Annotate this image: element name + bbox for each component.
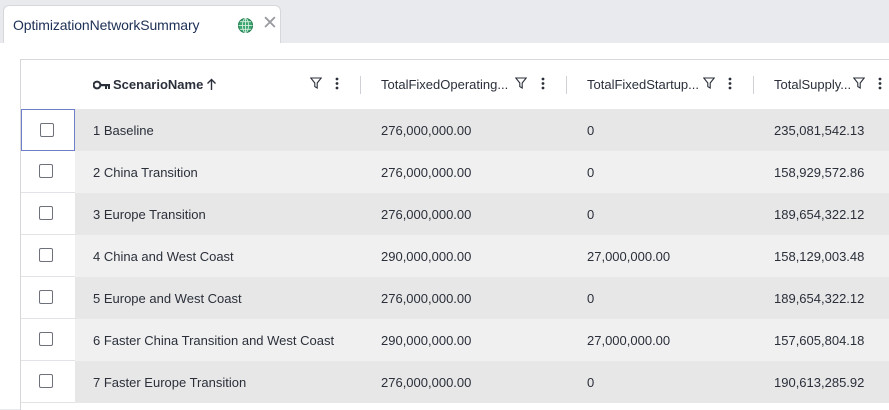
row-selector[interactable] (21, 193, 75, 235)
row-selector[interactable] (21, 109, 75, 151)
table-row[interactable]: 4 China and West Coast 290,000,000.00 27… (21, 235, 889, 277)
column-separator[interactable] (360, 76, 361, 94)
column-label-total-supply: TotalSupply... (774, 77, 852, 92)
column-header-total-fixed-startup[interactable]: TotalFixedStartup... (567, 60, 754, 109)
column-header-total-supply[interactable]: TotalSupply... (754, 60, 889, 109)
row-checkbox[interactable] (39, 290, 53, 304)
cell-total-fixed-startup: 0 (587, 123, 595, 138)
grid-header: ScenarioName TotalFixedOperating... (21, 60, 889, 110)
cell-total-supply: 189,654,322.12 (774, 291, 865, 306)
row-checkbox[interactable] (40, 123, 54, 137)
table-row[interactable]: 5 Europe and West Coast 276,000,000.00 0… (21, 277, 889, 319)
grid-footer-space (21, 403, 889, 410)
tab-bar: OptimizationNetworkSummary ✕ (0, 0, 889, 43)
filter-icon[interactable] (853, 77, 865, 89)
cell-scenario-name: 7 Faster Europe Transition (93, 375, 247, 390)
row-selector[interactable] (21, 361, 75, 403)
cell-scenario-name: 6 Faster China Transition and West Coast (93, 333, 335, 348)
data-grid: ScenarioName TotalFixedOperating... (20, 59, 889, 410)
column-menu-icon[interactable] (878, 77, 882, 90)
cell-scenario-name: 4 China and West Coast (93, 249, 234, 264)
column-label-scenario-name: ScenarioName (113, 77, 204, 92)
cell-scenario-name: 3 Europe Transition (93, 207, 206, 222)
tab-optimization-network-summary[interactable]: OptimizationNetworkSummary ✕ (3, 5, 281, 43)
tab-title: OptimizationNetworkSummary (13, 17, 200, 33)
cell-scenario-name: 5 Europe and West Coast (93, 291, 242, 306)
column-label-total-fixed-operating: TotalFixedOperating... (381, 77, 509, 92)
cell-total-fixed-operating: 290,000,000.00 (381, 249, 472, 264)
row-selector[interactable] (21, 319, 75, 361)
column-separator[interactable] (566, 76, 567, 94)
cell-total-supply: 235,081,542.13 (774, 123, 865, 138)
row-checkbox[interactable] (39, 374, 53, 388)
row-selector[interactable] (21, 151, 75, 193)
cell-scenario-name: 2 China Transition (93, 165, 198, 180)
key-icon (93, 80, 110, 90)
row-checkbox[interactable] (39, 164, 53, 178)
cell-total-fixed-operating: 276,000,000.00 (381, 291, 472, 306)
cell-total-supply: 158,929,572.86 (774, 165, 865, 180)
cell-total-fixed-operating: 276,000,000.00 (381, 207, 472, 222)
cell-total-fixed-operating: 276,000,000.00 (381, 165, 472, 180)
column-menu-icon[interactable] (541, 77, 545, 90)
cell-total-supply: 158,129,003.48 (774, 249, 865, 264)
cell-total-supply: 190,613,285.92 (774, 375, 865, 390)
table-row[interactable]: 1 Baseline 276,000,000.00 0 235,081,542.… (21, 109, 889, 151)
filter-icon[interactable] (703, 77, 715, 89)
column-menu-icon[interactable] (728, 77, 732, 90)
table-row[interactable]: 3 Europe Transition 276,000,000.00 0 189… (21, 193, 889, 235)
column-header-total-fixed-operating[interactable]: TotalFixedOperating... (361, 60, 567, 109)
table-row[interactable]: 7 Faster Europe Transition 276,000,000.0… (21, 361, 889, 403)
globe-icon (237, 17, 254, 34)
row-selector[interactable] (21, 235, 75, 277)
row-checkbox[interactable] (39, 206, 53, 220)
table-row[interactable]: 2 China Transition 276,000,000.00 0 158,… (21, 151, 889, 193)
cell-total-supply: 157,605,804.18 (774, 333, 865, 348)
filter-icon[interactable] (310, 77, 322, 89)
cell-scenario-name: 1 Baseline (93, 123, 154, 138)
cell-total-fixed-startup: 0 (587, 165, 595, 180)
cell-total-fixed-startup: 0 (587, 375, 595, 390)
cell-total-fixed-operating: 276,000,000.00 (381, 123, 472, 138)
cell-total-fixed-startup: 27,000,000.00 (587, 333, 671, 348)
row-checkbox[interactable] (39, 332, 53, 346)
sort-ascending-icon[interactable] (206, 78, 217, 91)
row-checkbox[interactable] (39, 248, 53, 262)
content-area: ScenarioName TotalFixedOperating... (0, 43, 889, 410)
cell-total-supply: 189,654,322.12 (774, 207, 865, 222)
cell-total-fixed-startup: 0 (587, 207, 595, 222)
cell-total-fixed-startup: 27,000,000.00 (587, 249, 671, 264)
table-row[interactable]: 6 Faster China Transition and West Coast… (21, 319, 889, 361)
close-icon[interactable]: ✕ (262, 13, 278, 34)
column-label-total-fixed-startup: TotalFixedStartup... (587, 77, 699, 92)
column-header-scenario-name[interactable]: ScenarioName (21, 60, 361, 109)
cell-total-fixed-operating: 276,000,000.00 (381, 375, 472, 390)
cell-total-fixed-operating: 290,000,000.00 (381, 333, 472, 348)
column-menu-icon[interactable] (335, 77, 339, 90)
column-separator[interactable] (753, 76, 754, 94)
row-selector[interactable] (21, 277, 75, 319)
filter-icon[interactable] (515, 77, 527, 89)
cell-total-fixed-startup: 0 (587, 291, 595, 306)
